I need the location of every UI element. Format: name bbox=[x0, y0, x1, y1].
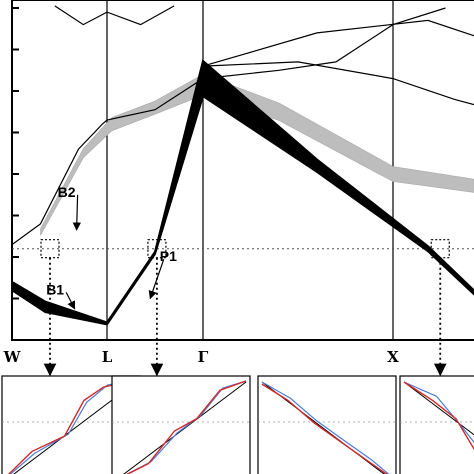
plot-frame-border bbox=[11, 0, 474, 341]
inset-panel-2 bbox=[257, 375, 397, 474]
inset-panel-1 bbox=[111, 375, 251, 474]
inset-black-line bbox=[403, 381, 474, 436]
curve-label-arrow-0 bbox=[72, 194, 82, 231]
curve-labels: B2B1P1P2 bbox=[46, 184, 177, 310]
dispersion-curves bbox=[11, 5, 474, 326]
thin-band-2 bbox=[11, 7, 446, 246]
curve-label-arrow-1 bbox=[65, 292, 76, 310]
inset-red-line bbox=[126, 380, 247, 474]
inset-blue-line bbox=[261, 381, 390, 474]
inset-red-line bbox=[261, 383, 388, 474]
thin-band-5 bbox=[54, 5, 175, 26]
kpoint-label-3: X bbox=[387, 348, 399, 366]
inset-blue-line bbox=[403, 381, 474, 444]
inset-frame bbox=[111, 375, 251, 474]
thin-band-3 bbox=[202, 61, 474, 106]
kpoint-label-2: Γ bbox=[198, 348, 209, 366]
curve-label-b2: B2 bbox=[58, 184, 76, 200]
black-wedge-band-0 bbox=[11, 59, 474, 326]
kpoint-label-1: L bbox=[102, 348, 113, 366]
inset-panels bbox=[1, 375, 474, 474]
curve-label-p1: P1 bbox=[160, 248, 177, 264]
plot-frame bbox=[11, 0, 474, 341]
inset-black-line bbox=[123, 381, 247, 474]
inset-red-line bbox=[7, 379, 137, 474]
inset-frame bbox=[399, 375, 474, 474]
inset-frame bbox=[257, 375, 397, 474]
curve-label-arrow-2 bbox=[148, 258, 165, 300]
kpoint-label-0: W bbox=[3, 348, 22, 366]
curve-label-b1: B1 bbox=[46, 281, 64, 297]
inset-red-line bbox=[403, 381, 474, 451]
inset-panel-3 bbox=[399, 375, 474, 474]
thin-band-4 bbox=[202, 19, 474, 67]
gray-band-1 bbox=[40, 74, 474, 236]
high-symmetry-lines bbox=[106, 0, 394, 340]
zoom-boxes bbox=[40, 239, 450, 377]
